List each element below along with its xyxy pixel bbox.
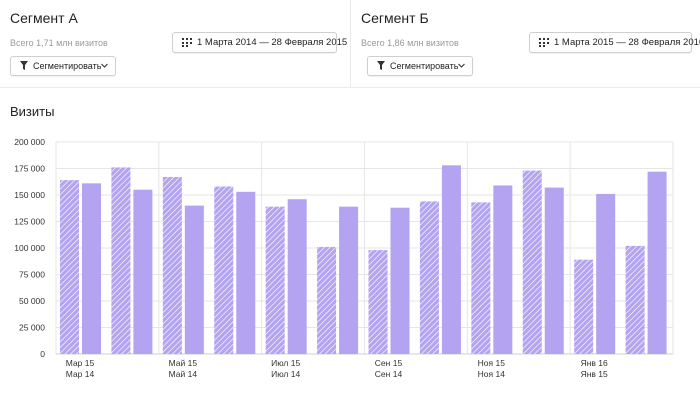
y-tick-label: 50 000	[19, 296, 45, 306]
bar-segment-b[interactable]	[82, 183, 101, 354]
bar-segment-b[interactable]	[441, 165, 461, 354]
bar-segment-b[interactable]	[493, 185, 513, 354]
x-tick-label-top: Июл 15	[271, 358, 300, 368]
segment-a-title: Сегмент А	[10, 10, 78, 26]
bar-segment-a[interactable]	[368, 250, 388, 354]
segment-b-panel: Сегмент Б Всего 1,86 млн визитов 1 Марта…	[351, 0, 700, 88]
x-tick-label-top: Мар 15	[66, 358, 95, 368]
x-tick-label-bottom: Мар 14	[66, 369, 95, 379]
segment-a-date-button[interactable]: 1 Марта 2014 — 28 Февраля 2015	[172, 32, 347, 53]
x-tick-label-top: Янв 16	[581, 358, 608, 368]
segment-b-date-button[interactable]: 1 Марта 2015 — 28 Февраля 2016	[529, 32, 700, 53]
segment-a-total: Всего 1,71 млн визитов	[10, 38, 108, 48]
y-tick-label: 75 000	[19, 270, 45, 280]
x-tick-label-bottom: Сен 14	[375, 369, 403, 379]
bar-segment-a[interactable]	[625, 245, 645, 354]
segment-b-segment-button[interactable]: Сегментировать	[367, 56, 473, 76]
bar-segment-a[interactable]	[471, 202, 491, 354]
x-tick-label-top: Сен 15	[375, 358, 403, 368]
y-tick-label: 0	[40, 349, 45, 359]
funnel-icon	[20, 61, 28, 70]
x-tick-label-bottom: Июл 14	[271, 369, 300, 379]
bar-segment-a[interactable]	[214, 186, 234, 354]
bar-segment-b[interactable]	[184, 205, 204, 354]
y-tick-label: 25 000	[19, 323, 45, 333]
x-tick-label-bottom: Май 14	[169, 369, 198, 379]
bar-segment-b[interactable]	[647, 171, 667, 354]
bar-segment-b[interactable]	[544, 187, 564, 354]
segment-divider	[350, 0, 351, 88]
segment-a-date-range: 1 Марта 2014 — 28 Февраля 2015	[197, 37, 348, 48]
bar-segment-a[interactable]	[522, 170, 542, 354]
chevron-down-icon	[458, 63, 465, 68]
bar-segment-b[interactable]	[390, 207, 410, 354]
y-tick-label: 200 000	[14, 137, 45, 147]
segment-a-segment-button[interactable]: Сегментировать	[10, 56, 116, 76]
bar-segment-a[interactable]	[60, 180, 79, 354]
x-tick-label-bottom: Янв 15	[581, 369, 608, 379]
bar-segment-b[interactable]	[236, 191, 256, 354]
y-tick-label: 125 000	[14, 217, 45, 227]
segment-b-segment-label: Сегментировать	[390, 61, 459, 71]
calendar-grid-icon	[539, 38, 549, 47]
segment-b-date-range: 1 Марта 2015 — 28 Февраля 2016	[554, 37, 700, 48]
y-tick-label: 175 000	[14, 164, 45, 174]
x-tick-label-top: Ноя 15	[478, 358, 506, 368]
chevron-down-icon	[101, 63, 108, 68]
x-tick-label-top: Май 15	[169, 358, 198, 368]
y-tick-label: 100 000	[14, 243, 45, 253]
bar-segment-b[interactable]	[287, 199, 307, 354]
bar-segment-a[interactable]	[317, 246, 337, 354]
funnel-icon	[377, 61, 385, 70]
chart-title: Визиты	[10, 104, 55, 119]
bar-segment-a[interactable]	[419, 201, 439, 354]
bar-segment-b[interactable]	[596, 193, 616, 354]
bar-segment-b[interactable]	[339, 206, 359, 354]
segment-a-segment-label: Сегментировать	[33, 61, 102, 71]
segments-panel: Сегмент А Всего 1,71 млн визитов 1 Марта…	[0, 0, 700, 88]
segment-b-total: Всего 1,86 млн визитов	[361, 38, 459, 48]
bar-segment-a[interactable]	[162, 176, 182, 354]
calendar-grid-icon	[182, 38, 192, 47]
visits-bar-chart: 0 25 000 50 000 75 000 100 000 125 000 150 000…	[14, 137, 674, 379]
bar-segment-a[interactable]	[574, 259, 594, 354]
segment-a-panel: Сегмент А Всего 1,71 млн визитов 1 Марта…	[0, 0, 350, 88]
y-tick-label: 150 000	[14, 190, 45, 200]
bar-segment-b[interactable]	[133, 189, 153, 354]
segment-b-title: Сегмент Б	[361, 10, 429, 26]
bar-segment-a[interactable]	[111, 167, 131, 354]
bar-segment-a[interactable]	[265, 206, 285, 354]
x-tick-label-bottom: Ноя 14	[478, 369, 506, 379]
